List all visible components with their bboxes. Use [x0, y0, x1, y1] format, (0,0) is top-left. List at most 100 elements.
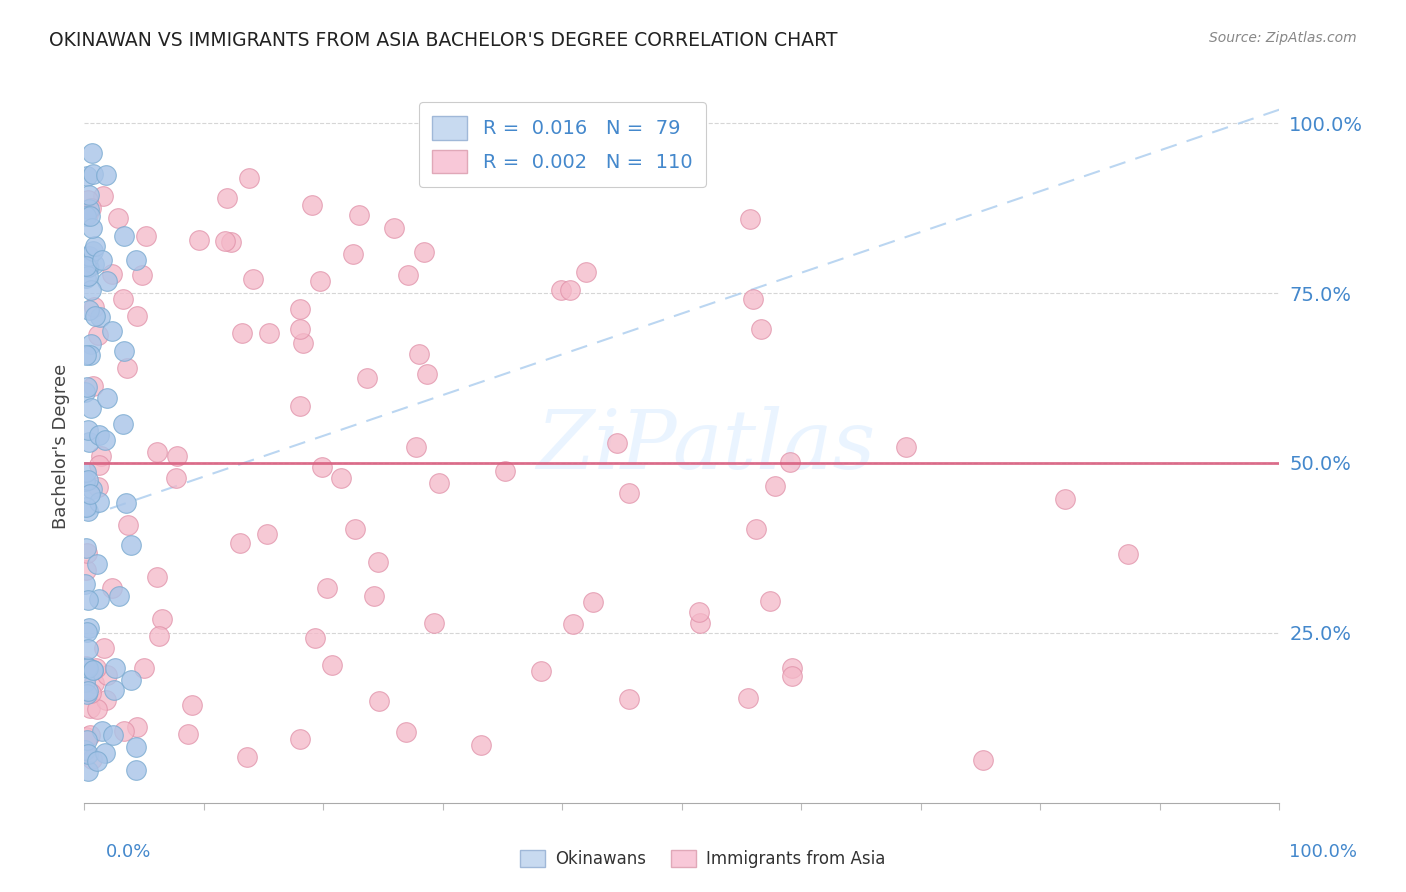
- Point: [75, 347, 97, 361]
- Point: [101, 324, 124, 338]
- Point: [560, 283, 582, 297]
- Point: [301, 198, 323, 212]
- Point: [396, 268, 419, 283]
- Point: [87, 481, 110, 495]
- Point: [94, 746, 117, 760]
- Point: [688, 605, 710, 619]
- Point: [330, 471, 353, 485]
- Point: [76, 593, 98, 607]
- Point: [413, 245, 436, 260]
- Point: [617, 486, 640, 500]
- Point: [76, 503, 98, 517]
- Text: 100.0%: 100.0%: [1289, 843, 1357, 861]
- Point: [83, 309, 105, 323]
- Point: [76, 169, 98, 183]
- Point: [96, 668, 118, 682]
- Point: [77, 303, 100, 318]
- Legend: Okinawans, Immigrants from Asia: Okinawans, Immigrants from Asia: [513, 843, 893, 875]
- Point: [91, 189, 114, 203]
- Point: [75, 541, 97, 555]
- Point: [75, 500, 97, 515]
- Point: [606, 435, 628, 450]
- Point: [321, 658, 343, 673]
- Point: [763, 479, 786, 493]
- Point: [77, 260, 100, 274]
- Point: [77, 473, 100, 487]
- Legend: R =  0.016   N =  79, R =  0.002   N =  110: R = 0.016 N = 79, R = 0.002 N = 110: [419, 103, 706, 187]
- Point: [166, 449, 188, 463]
- Point: [84, 661, 107, 675]
- Point: [104, 661, 127, 675]
- Point: [316, 581, 339, 595]
- Point: [229, 536, 252, 550]
- Point: [581, 594, 603, 608]
- Point: [94, 168, 117, 182]
- Point: [689, 615, 711, 630]
- Point: [617, 691, 640, 706]
- Point: [134, 661, 156, 675]
- Point: [111, 292, 134, 306]
- Point: [86, 701, 108, 715]
- Point: [75, 385, 97, 400]
- Point: [76, 733, 98, 747]
- Point: [894, 440, 917, 454]
- Point: [972, 752, 994, 766]
- Point: [80, 686, 103, 700]
- Text: Source: ZipAtlas.com: Source: ZipAtlas.com: [1209, 31, 1357, 45]
- Point: [101, 581, 124, 595]
- Point: [73, 674, 96, 689]
- Point: [80, 483, 103, 497]
- Point: [82, 244, 104, 258]
- Point: [79, 621, 101, 635]
- Point: [86, 557, 108, 571]
- Point: [125, 739, 148, 754]
- Point: [79, 727, 101, 741]
- Point: [363, 590, 385, 604]
- Point: [236, 750, 259, 764]
- Point: [470, 739, 492, 753]
- Point: [308, 274, 330, 288]
- Point: [231, 326, 253, 340]
- Point: [96, 693, 118, 707]
- Point: [304, 631, 326, 645]
- Point: [758, 594, 780, 608]
- Point: [780, 669, 803, 683]
- Point: [80, 221, 103, 235]
- Point: [76, 546, 98, 560]
- Point: [219, 235, 242, 250]
- Point: [76, 625, 98, 640]
- Point: [87, 591, 110, 606]
- Y-axis label: Bachelor's Degree: Bachelor's Degree: [52, 363, 70, 529]
- Point: [96, 392, 118, 406]
- Point: [112, 228, 135, 243]
- Point: [238, 171, 260, 186]
- Point: [80, 283, 103, 297]
- Point: [82, 167, 104, 181]
- Point: [215, 191, 238, 205]
- Point: [103, 682, 125, 697]
- Point: [416, 367, 439, 381]
- Point: [148, 630, 170, 644]
- Point: [344, 522, 367, 536]
- Point: [90, 252, 112, 267]
- Point: [405, 440, 427, 454]
- Point: [382, 220, 405, 235]
- Point: [117, 518, 139, 533]
- Point: [73, 475, 96, 489]
- Point: [131, 268, 153, 283]
- Point: [290, 732, 312, 747]
- Point: [152, 612, 174, 626]
- Point: [257, 326, 280, 340]
- Point: [93, 640, 115, 655]
- Point: [101, 728, 124, 742]
- Point: [96, 274, 118, 288]
- Point: [342, 247, 364, 261]
- Point: [75, 730, 97, 744]
- Point: [79, 486, 101, 500]
- Point: [550, 283, 572, 297]
- Point: [367, 555, 389, 569]
- Point: [214, 234, 236, 248]
- Point: [82, 663, 104, 677]
- Point: [292, 335, 315, 350]
- Point: [562, 617, 585, 632]
